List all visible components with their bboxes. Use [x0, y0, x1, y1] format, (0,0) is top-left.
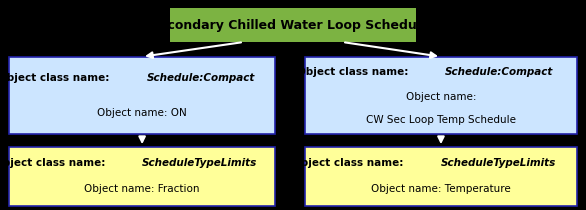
FancyBboxPatch shape — [170, 8, 416, 42]
Text: Object name: ON: Object name: ON — [97, 108, 187, 118]
Text: Schedule:Compact: Schedule:Compact — [445, 67, 554, 77]
Text: ScheduleTypeLimits: ScheduleTypeLimits — [441, 159, 556, 168]
Text: Object name:: Object name: — [406, 92, 476, 102]
FancyBboxPatch shape — [9, 147, 275, 206]
Text: Object class name:: Object class name: — [0, 159, 108, 168]
Text: ScheduleTypeLimits: ScheduleTypeLimits — [142, 159, 257, 168]
Text: Object name: Fraction: Object name: Fraction — [84, 184, 200, 194]
Text: Secondary Chilled Water Loop Schedules: Secondary Chilled Water Loop Schedules — [149, 19, 437, 32]
FancyBboxPatch shape — [305, 57, 577, 134]
FancyBboxPatch shape — [305, 147, 577, 206]
Text: Object class name:: Object class name: — [292, 159, 407, 168]
Text: Object name: Temperature: Object name: Temperature — [371, 184, 511, 194]
Text: Object class name:: Object class name: — [0, 74, 113, 83]
Text: Object class name:: Object class name: — [297, 67, 412, 77]
Text: CW Sec Loop Temp Schedule: CW Sec Loop Temp Schedule — [366, 116, 516, 125]
FancyBboxPatch shape — [9, 57, 275, 134]
Text: Schedule:Compact: Schedule:Compact — [146, 74, 255, 83]
